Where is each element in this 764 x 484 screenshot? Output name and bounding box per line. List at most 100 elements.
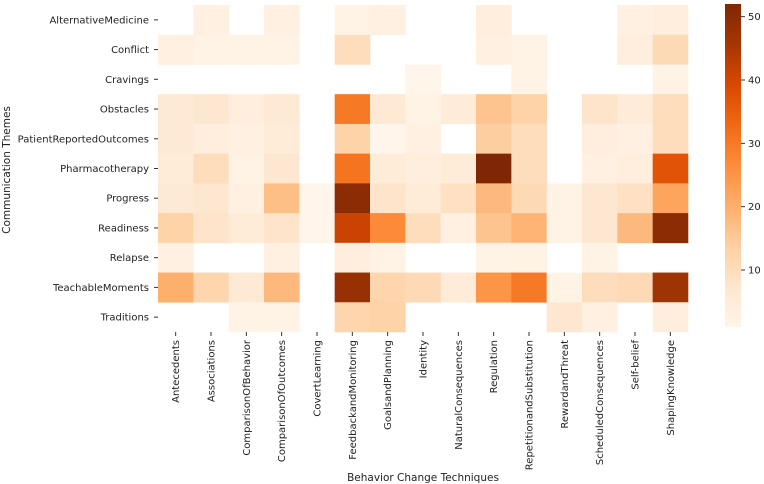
y-tick-labels: AlternativeMedicine Conflict Cravings Obsta…: [18, 15, 158, 324]
heatmap-cell: [440, 213, 477, 244]
x-tick-label: RewardandThreat: [560, 340, 571, 429]
heatmap-cell: [617, 34, 653, 65]
heatmap-cell: [264, 213, 300, 244]
heatmap-cell: [511, 94, 547, 125]
heatmap-cell: [440, 272, 477, 303]
heatmap-cell: [652, 272, 689, 303]
heatmap-cell: [158, 94, 194, 125]
heatmap-cell: [617, 123, 653, 154]
heatmap-cell: [370, 153, 406, 184]
x-tick-label: ComparisonOfOutcomes: [277, 340, 288, 462]
x-tick-label: Identity: [419, 340, 430, 378]
heatmap-cell: [264, 5, 300, 36]
heatmap-cell: [617, 5, 653, 36]
heatmap-cell: [582, 123, 618, 154]
heatmap-cell: [440, 153, 477, 184]
heatmap-cell: [582, 272, 618, 303]
heatmap-cell: [582, 242, 618, 273]
heatmap-cell: [370, 213, 406, 244]
heatmap-cell: [334, 272, 371, 303]
x-tick-label: ShapingKnowledge: [666, 340, 677, 436]
x-tick-label: Antecedents: [171, 340, 182, 403]
x-tick-label: ComparisonOfBehavior: [242, 339, 253, 456]
x-axis-label: Behavior Change Techniques: [347, 472, 499, 484]
heatmap-cell: [511, 153, 547, 184]
heatmap-cell: [511, 242, 547, 273]
heatmap-cell: [370, 302, 406, 333]
x-tick-label: RepetitionandSubstitution: [525, 340, 536, 470]
heatmap-cell: [334, 94, 371, 125]
heatmap-cell: [582, 183, 618, 214]
heatmap-cell: [370, 242, 406, 273]
heatmap-cell: [476, 213, 512, 244]
heatmap-cell: [652, 183, 689, 214]
heatmap-cell: [158, 272, 194, 303]
heatmap-cell: [228, 183, 265, 214]
heatmap-cell: [158, 183, 194, 214]
heatmap-cell: [476, 94, 512, 125]
heatmap-cell: [158, 34, 194, 65]
heatmap-cell: [334, 34, 371, 65]
y-tick-label: TeachableMoments: [52, 283, 149, 294]
heatmap-cell: [405, 123, 441, 154]
heatmap-cell: [652, 94, 689, 125]
heatmap-cell: [476, 153, 512, 184]
x-tick-label: Self-belief: [631, 340, 642, 390]
heatmap-cell: [228, 272, 265, 303]
heatmap-cell: [652, 302, 689, 333]
colorbar-tick-label: 20: [748, 202, 761, 213]
y-tick-label: Traditions: [100, 313, 149, 324]
heatmap-cell: [511, 123, 547, 154]
heatmap-cell: [405, 64, 441, 95]
heatmap-cell: [652, 34, 689, 65]
heatmap-cell: [652, 123, 689, 154]
y-tick-label: Pharmacotherapy: [60, 164, 149, 175]
heatmap-cell: [158, 242, 194, 273]
heatmap-cell: [476, 183, 512, 214]
heatmap-cell: [193, 272, 229, 303]
x-tick-label: CovertLearning: [313, 340, 324, 417]
y-tick-label: Readiness: [98, 223, 149, 234]
heatmap-cell: [264, 94, 300, 125]
heatmap-cell: [264, 153, 300, 184]
heatmap-cell: [228, 302, 265, 333]
y-tick-label: Obstacles: [100, 105, 149, 116]
heatmap-cell: [405, 272, 441, 303]
heatmap-cell: [511, 213, 547, 244]
heatmap-cell: [158, 123, 194, 154]
heatmap-cell: [193, 213, 229, 244]
heatmap-cell: [299, 183, 335, 214]
colorbar-tick-label: 10: [748, 266, 761, 277]
heatmap-cell: [476, 242, 512, 273]
heatmap-cell: [617, 94, 653, 125]
heatmap-cell: [617, 213, 653, 244]
heatmap-cell: [652, 213, 689, 244]
heatmap-cell: [370, 5, 406, 36]
x-tick-label: Regulation: [489, 340, 500, 393]
heatmap-cell: [440, 183, 477, 214]
colorbar-tick-label: 40: [748, 76, 761, 87]
x-tick-label: Associations: [207, 340, 218, 402]
heatmap-cell: [546, 272, 583, 303]
y-axis-label: Communication Themes: [1, 106, 13, 234]
heatmap-cell: [370, 123, 406, 154]
x-tick-label: GoalsandPlanning: [383, 340, 394, 430]
heatmap-cell: [193, 5, 229, 36]
y-tick-label: Relapse: [110, 253, 149, 264]
heatmap-cell: [476, 5, 512, 36]
heatmap-cell: [476, 34, 512, 65]
x-tick-label: ScheduledConsequences: [595, 340, 606, 465]
heatmap-cell: [334, 123, 371, 154]
heatmap-cell: [193, 94, 229, 125]
x-tick-labels: Antecedents Associations ComparisonOfBehav…: [171, 332, 677, 470]
heatmap-cell: [264, 34, 300, 65]
heatmap-cell: [405, 94, 441, 125]
heatmap-cell: [158, 213, 194, 244]
heatmap-cell: [370, 94, 406, 125]
heatmap-cell: [582, 302, 618, 333]
heatmap-cell: [582, 94, 618, 125]
colorbar: [725, 4, 741, 327]
heatmap-cell: [546, 213, 583, 244]
x-tick-label: NaturalConsequences: [454, 340, 465, 450]
